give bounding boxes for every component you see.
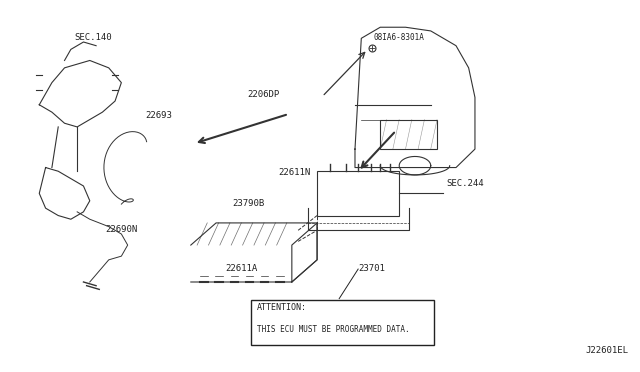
Bar	[317, 171, 399, 215]
Text: 23790B: 23790B	[232, 199, 264, 208]
Bar	[251, 301, 434, 345]
Text: J22601EL: J22601EL	[586, 346, 628, 355]
Bar	[380, 119, 437, 149]
Text: SEC.140: SEC.140	[74, 33, 111, 42]
Text: 23701: 23701	[358, 264, 385, 273]
Text: 08IA6-8301A: 08IA6-8301A	[374, 33, 425, 42]
Text: THIS ECU MUST BE PROGRAMMED DATA.: THIS ECU MUST BE PROGRAMMED DATA.	[257, 325, 410, 334]
Text: 2206DP: 2206DP	[248, 90, 280, 99]
Text: ATTENTION:: ATTENTION:	[257, 303, 307, 312]
Text: 22693: 22693	[145, 111, 172, 120]
Text: 22611A: 22611A	[225, 264, 258, 273]
Text: SEC.244: SEC.244	[447, 179, 484, 188]
Text: 22690N: 22690N	[106, 225, 138, 234]
Text: 22611N: 22611N	[278, 168, 310, 177]
